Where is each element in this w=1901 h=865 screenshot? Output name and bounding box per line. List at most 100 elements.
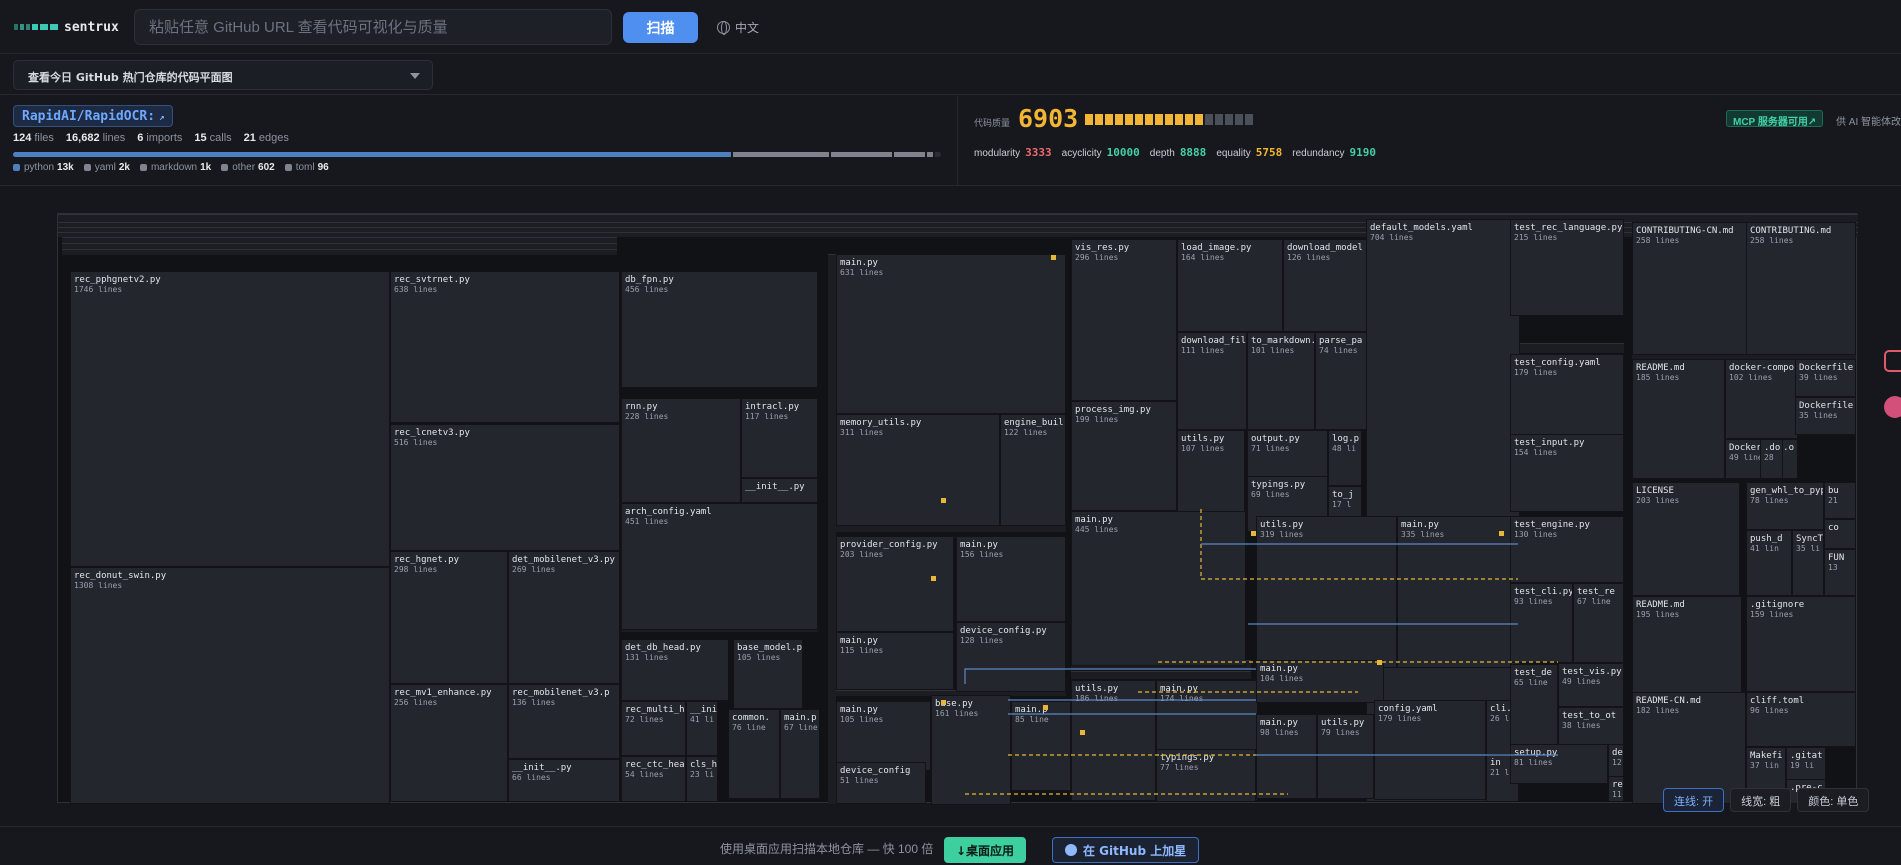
mcp-server-badge[interactable]: MCP 服务器可用↗ <box>1726 110 1824 128</box>
file-node[interactable]: rnn.py 228 lines <box>621 398 741 503</box>
file-node[interactable]: base.py 161 lines <box>931 695 1011 805</box>
search-input[interactable] <box>134 9 612 45</box>
file-node[interactable]: memory_utils.py 311 lines <box>836 414 1000 526</box>
edges-toggle-button[interactable]: 连线: 开 <box>1663 788 1725 812</box>
language-segment-toml <box>927 152 936 157</box>
file-node[interactable]: test_re 67 line <box>1573 583 1624 663</box>
file-node[interactable]: main.py 335 lines <box>1397 516 1512 668</box>
file-node[interactable]: vis_res.py 296 lines <box>1071 239 1177 401</box>
file-node[interactable]: push_d 41 lin <box>1746 530 1792 596</box>
file-node[interactable]: req11 <box>1608 776 1624 802</box>
file-node[interactable]: rec_mobilenet_v3.p 136 lines <box>508 684 620 759</box>
file-node[interactable]: test_de 65 line <box>1510 664 1558 747</box>
file-node[interactable]: device_config.py 128 lines <box>956 622 1066 692</box>
file-node[interactable]: main.p 85 line <box>1011 701 1071 791</box>
language-segment-python <box>13 152 734 157</box>
file-node[interactable]: gen_whl_to_pyp 78 lines <box>1746 482 1824 530</box>
language-label: 中文 <box>735 20 760 35</box>
color-mode-button[interactable]: 颜色: 单色 <box>1797 788 1870 812</box>
file-node[interactable]: main.py 115 lines <box>836 632 954 690</box>
apps-icon[interactable] <box>1884 350 1901 372</box>
file-node[interactable]: cls_h 23 li <box>686 756 718 802</box>
file-node[interactable]: test_vis.py 49 lines <box>1558 663 1624 707</box>
file-node[interactable]: parse_pa 74 lines <box>1315 332 1367 430</box>
file-node[interactable]: SyncT 35 li <box>1792 530 1824 596</box>
file-node[interactable]: arch_config.yaml 451 lines <box>621 503 818 630</box>
file-node[interactable]: Dockerfile 39 lines <box>1795 359 1856 397</box>
file-node[interactable]: process_img.py 199 lines <box>1071 401 1177 511</box>
file-node[interactable]: db_fpn.py 456 lines <box>621 271 818 388</box>
file-node[interactable]: rec_pphgnetv2.py 1746 lines <box>70 271 390 567</box>
file-node[interactable]: load_image.py 164 lines <box>1177 239 1283 332</box>
file-node[interactable]: docker-compo 102 lines <box>1725 359 1798 439</box>
file-node[interactable]: main.py 98 lines <box>1256 714 1317 799</box>
trending-repos-select[interactable]: 查看今日 GitHub 热门仓库的代码平面图 <box>13 60 433 90</box>
file-node[interactable]: rec_donut_swin.py 1308 lines <box>70 567 390 804</box>
file-node[interactable]: main.p 67 line <box>780 709 820 799</box>
file-node[interactable]: bu 21 <box>1824 482 1856 519</box>
line-width-button[interactable]: 线宽: 粗 <box>1730 788 1792 812</box>
file-node[interactable]: LICENSE 203 lines <box>1632 482 1740 596</box>
file-node[interactable]: to_markdown. 101 lines <box>1247 332 1315 430</box>
file-node[interactable]: Dockerfile 35 lines <box>1795 397 1856 435</box>
file-node[interactable]: device_config 51 lines <box>836 762 926 804</box>
file-node[interactable]: utils.py 107 lines <box>1177 430 1245 523</box>
file-name: typings.py <box>1160 753 1215 763</box>
file-node[interactable]: download_fil 111 lines <box>1177 332 1247 430</box>
file-node[interactable]: det_db_head.py 131 lines <box>621 639 729 701</box>
file-node[interactable]: main.py 445 lines <box>1071 511 1246 666</box>
file-node[interactable]: download_model 126 lines <box>1283 239 1367 332</box>
file-node[interactable]: test_rec_language.py 215 lines <box>1510 219 1624 316</box>
desktop-app-button[interactable]: ↓桌面应用 <box>944 837 1027 863</box>
file-node[interactable]: main.py 631 lines <box>836 254 1066 414</box>
file-node[interactable]: CONTRIBUTING-CN.md 258 lines <box>1632 222 1748 355</box>
file-node[interactable]: provider_config.py 203 lines <box>836 536 954 632</box>
file-node[interactable]: log.p 48 li <box>1328 430 1362 486</box>
file-node[interactable]: intracl.py 117 lines <box>741 398 818 478</box>
file-node[interactable]: CONTRIBUTING.md 258 lines <box>1746 222 1856 355</box>
language-toggle[interactable]: 中文 <box>717 18 759 36</box>
file-node[interactable]: rec_ctc_head 54 lines <box>621 756 686 802</box>
repo-link[interactable]: RapidAI/RapidOCR: ↗ <box>13 105 174 127</box>
file-node[interactable]: README-CN.md 182 lines <box>1632 692 1746 804</box>
scan-button[interactable]: 扫描 <box>623 12 698 43</box>
file-node[interactable]: cliff.toml 96 lines <box>1746 692 1856 747</box>
file-node[interactable]: main.py 105 lines <box>836 701 931 771</box>
file-node[interactable]: base_model.p 105 lines <box>733 639 803 709</box>
file-node[interactable]: utils.py 79 lines <box>1317 714 1374 799</box>
file-node[interactable]: __init__.py <box>741 478 818 503</box>
file-node[interactable]: main.py 156 lines <box>956 536 1066 622</box>
file-node[interactable]: test_cli.py 93 lines <box>1510 583 1573 663</box>
file-node[interactable]: common. 76 line <box>728 709 780 799</box>
file-node[interactable]: README.md 185 lines <box>1632 359 1725 479</box>
file-node[interactable]: setup.py 81 lines <box>1510 744 1608 784</box>
file-node[interactable]: .do 28 <box>1760 439 1783 479</box>
file-node[interactable]: __init__.py 66 lines <box>508 759 620 802</box>
assistant-icon[interactable] <box>1884 396 1901 418</box>
file-node[interactable]: rec_svtrnet.py 638 lines <box>390 271 620 423</box>
file-node[interactable]: co <box>1824 519 1856 549</box>
file-name: test_to_ot <box>1562 711 1617 721</box>
file-node[interactable]: rec_mv1_enhance.py 256 lines <box>390 684 508 802</box>
file-node[interactable]: det_mobilenet_v3.py 269 lines <box>508 551 620 684</box>
file-node[interactable]: engine_buil 122 lines <box>1000 414 1066 526</box>
file-node[interactable]: test_to_ot 38 lines <box>1558 707 1624 745</box>
file-node[interactable]: typings.py 77 lines <box>1156 749 1256 802</box>
file-node[interactable]: test_config.yaml 179 lines <box>1510 354 1624 443</box>
app-logo[interactable]: sentrux <box>14 18 119 36</box>
code-treemap[interactable]: rec_pphgnetv2.py 1746 lines rec_donut_swin… <box>57 213 1858 805</box>
file-node[interactable]: test_engine.py 130 lines <box>1510 516 1624 583</box>
file-node[interactable]: README.md 195 lines <box>1632 596 1742 706</box>
file-node[interactable]: rec_lcnetv3.py 516 lines <box>390 424 620 551</box>
file-name: main.py <box>960 540 998 550</box>
file-node[interactable]: test_input.py 154 lines <box>1510 434 1624 512</box>
file-node[interactable]: FUN 13 <box>1824 549 1856 596</box>
file-node[interactable]: __ini 41 li <box>686 701 718 756</box>
file-node[interactable]: config.yaml 179 lines <box>1374 700 1486 800</box>
file-node[interactable]: main.py 104 lines <box>1256 660 1384 703</box>
file-node[interactable]: utils.py 319 lines <box>1256 516 1397 668</box>
file-node[interactable]: .gitignore 159 lines <box>1746 596 1856 692</box>
file-node[interactable]: rec_multi_he 72 lines <box>621 701 686 756</box>
file-node[interactable]: rec_hgnet.py 298 lines <box>390 551 508 684</box>
github-star-button[interactable]: 在 GitHub 上加星 <box>1052 837 1200 863</box>
